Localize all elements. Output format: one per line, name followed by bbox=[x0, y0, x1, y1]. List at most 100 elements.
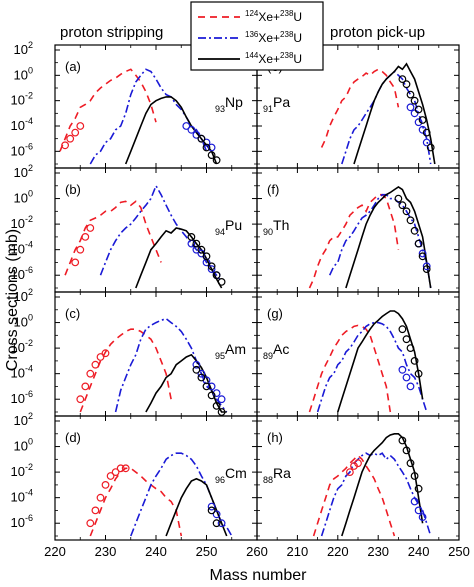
element-label: 88Ra bbox=[263, 465, 291, 485]
element-atomic-number: 95 bbox=[215, 351, 225, 361]
element-label: 94Pu bbox=[215, 217, 242, 237]
legend-symbol-b: U bbox=[293, 10, 302, 24]
y-tick-label: 10-6 bbox=[11, 513, 33, 530]
element-symbol: Th bbox=[273, 217, 289, 233]
data-point-124Xe-238U bbox=[76, 122, 85, 130]
legend-entry: 124Xe+238U bbox=[245, 9, 302, 24]
data-point-144Xe-238U bbox=[398, 201, 407, 210]
element-symbol: Pu bbox=[225, 217, 242, 233]
data-point-144Xe-238U bbox=[192, 365, 201, 374]
data-point-136Xe-238U bbox=[207, 502, 216, 511]
data-point-136Xe-238U bbox=[418, 513, 427, 521]
y-tick-label: 10-2 bbox=[11, 462, 33, 479]
data-point-124Xe-238U bbox=[354, 459, 362, 468]
data-point-144Xe-238U bbox=[212, 271, 221, 280]
y-tick-label: 10-2 bbox=[11, 214, 33, 231]
data-point-124Xe-238U bbox=[71, 128, 80, 137]
x-tick-label: 230 bbox=[95, 544, 117, 559]
data-point-124Xe-238U bbox=[106, 472, 115, 480]
data-point-144Xe-238U bbox=[197, 373, 206, 382]
data-point-136Xe-238U bbox=[182, 122, 191, 130]
data-point-144Xe-238U bbox=[398, 75, 407, 83]
data-point-144Xe-238U bbox=[402, 80, 411, 89]
series-line-124Xe-238U bbox=[308, 324, 392, 413]
data-point-144Xe-238U bbox=[414, 105, 423, 114]
data-point-136Xe-238U bbox=[207, 382, 216, 391]
element-label: 90Th bbox=[263, 217, 289, 237]
element-symbol: Np bbox=[225, 94, 243, 110]
data-point-136Xe-238U bbox=[422, 262, 431, 271]
data-point-144Xe-238U bbox=[414, 484, 423, 493]
y-tick-exponent: -4 bbox=[25, 488, 33, 498]
axis-labels-group: proton stripping proton pick-up Mass num… bbox=[4, 24, 425, 584]
y-tick-exponent: 0 bbox=[28, 437, 33, 447]
data-point-144Xe-238U bbox=[197, 134, 206, 143]
data-point-136Xe-238U bbox=[202, 138, 211, 147]
x-tick-label: 220 bbox=[44, 544, 66, 559]
element-atomic-number: 89 bbox=[263, 351, 273, 361]
data-point-124Xe-238U bbox=[71, 258, 80, 267]
data-point-136Xe-238U bbox=[217, 519, 226, 528]
data-point-144Xe-238U bbox=[418, 116, 427, 124]
data-point-136Xe-238U bbox=[212, 510, 221, 519]
y-tick-label: 102 bbox=[14, 163, 33, 180]
x-tick-label: 220 bbox=[327, 544, 349, 559]
panel-letter: (a) bbox=[65, 59, 81, 74]
data-point-136Xe-238U bbox=[410, 109, 419, 118]
y-tick-label: 102 bbox=[14, 40, 33, 57]
legend-entry: 144Xe+238U bbox=[245, 51, 302, 66]
data-point-136Xe-238U bbox=[414, 506, 423, 515]
data-point-136Xe-238U bbox=[422, 138, 431, 147]
element-symbol: Ac bbox=[273, 341, 289, 357]
data-point-136Xe-238U bbox=[192, 130, 201, 139]
element-label: 93Np bbox=[215, 94, 243, 114]
data-point-144Xe-238U bbox=[422, 128, 431, 137]
legend-isotope-a: 136 bbox=[245, 30, 259, 39]
data-point-144Xe-238U bbox=[406, 90, 415, 99]
legend-isotope-b: 238 bbox=[280, 9, 294, 18]
data-point-144Xe-238U bbox=[187, 232, 196, 241]
element-symbol: Cm bbox=[225, 465, 247, 481]
y-tick-label: 100 bbox=[14, 65, 33, 82]
panel-f: (f) 90Th bbox=[256, 167, 460, 293]
panel-letter: (d) bbox=[65, 430, 81, 445]
data-point-144Xe-238U bbox=[406, 459, 415, 468]
x-tick-label: 230 bbox=[367, 544, 389, 559]
y-tick-label: 102 bbox=[14, 411, 33, 428]
panel-letter: (c) bbox=[65, 306, 80, 321]
data-point-124Xe-238U bbox=[116, 464, 125, 473]
y-axis-label: Cross sections (mb) bbox=[4, 229, 21, 371]
element-label: 95Am bbox=[215, 341, 246, 361]
data-point-136Xe-238U bbox=[402, 373, 411, 382]
data-point-124Xe-238U bbox=[121, 464, 130, 473]
data-point-136Xe-238U bbox=[187, 125, 196, 134]
data-point-144Xe-238U bbox=[398, 325, 407, 334]
y-tick-exponent: -4 bbox=[25, 240, 33, 250]
data-point-144Xe-238U bbox=[426, 143, 435, 152]
element-atomic-number: 96 bbox=[215, 475, 225, 485]
data-point-144Xe-238U bbox=[217, 408, 226, 416]
element-label: 96Cm bbox=[215, 465, 247, 485]
series-line-124Xe-238U bbox=[308, 193, 400, 289]
y-tick-exponent: 0 bbox=[28, 313, 33, 323]
data-point-124Xe-238U bbox=[346, 468, 354, 477]
data-point-136Xe-238U bbox=[207, 143, 216, 152]
element-atomic-number: 88 bbox=[263, 475, 273, 485]
panel-d: 102 100 10-2 10-4 10-6 220 230 240 250 260 (d) 96Cm bbox=[11, 411, 268, 559]
legend-symbol-b: U bbox=[293, 52, 302, 66]
legend-isotope-a: 124 bbox=[245, 9, 259, 18]
series-line-144Xe-238U bbox=[345, 186, 432, 289]
y-tick-exponent: 2 bbox=[28, 40, 33, 50]
y-tick-label: 10-4 bbox=[11, 488, 33, 505]
data-point-124Xe-238U bbox=[76, 245, 85, 254]
data-point-144Xe-238U bbox=[202, 252, 211, 261]
y-tick-exponent: -6 bbox=[25, 389, 33, 399]
series-line-136Xe-238U bbox=[328, 193, 432, 289]
legend-symbol-a: Xe+ bbox=[258, 52, 280, 66]
panel-letter: (g) bbox=[267, 306, 283, 321]
element-label: 89Ac bbox=[263, 341, 289, 361]
data-point-144Xe-238U bbox=[402, 446, 411, 455]
y-tick-exponent: 0 bbox=[28, 65, 33, 75]
